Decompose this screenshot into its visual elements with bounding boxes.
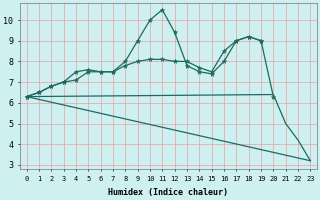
X-axis label: Humidex (Indice chaleur): Humidex (Indice chaleur) — [108, 188, 228, 197]
